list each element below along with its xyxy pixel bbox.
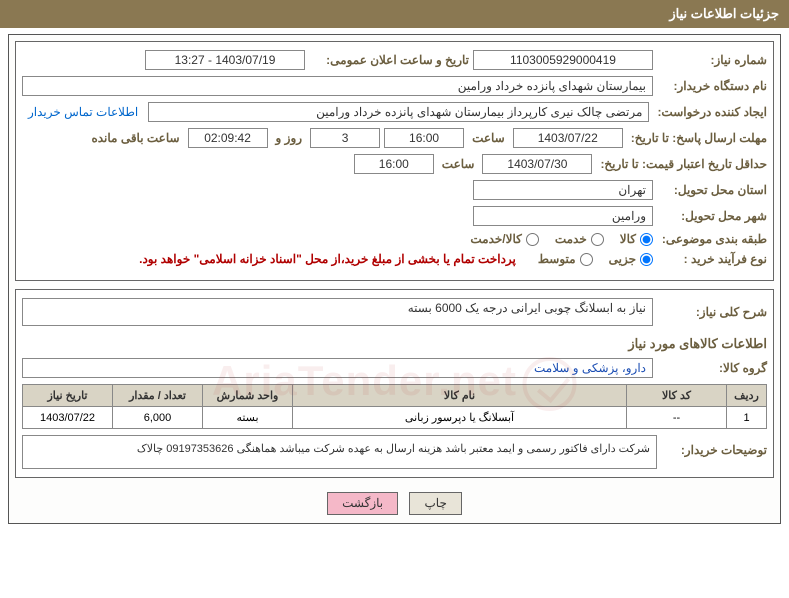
city-label: شهر محل تحویل: (657, 209, 767, 223)
days-remaining: 3 (310, 128, 380, 148)
validity-label: حداقل تاریخ اعتبار قیمت: تا تاریخ: (596, 157, 767, 171)
radio-medium[interactable]: متوسط (538, 252, 593, 266)
deadline-time: 16:00 (384, 128, 464, 148)
col-name: نام کالا (293, 385, 627, 407)
items-title: اطلاعات کالاهای مورد نیاز (22, 336, 767, 352)
announce-value: 1403/07/19 - 13:27 (145, 50, 305, 70)
requester-label: ایجاد کننده درخواست: (653, 105, 767, 119)
panel-title: جزئیات اطلاعات نیاز (0, 0, 789, 28)
cell-date: 1403/07/22 (23, 407, 113, 429)
print-button[interactable]: چاپ (409, 492, 461, 515)
classification-radios: کالا خدمت کالا/خدمت (470, 232, 653, 246)
cell-qty: 6,000 (113, 407, 203, 429)
remarks-value: شرکت دارای فاکتور رسمی و ایمد معتبر باشد… (22, 435, 657, 469)
validity-date: 1403/07/30 (482, 154, 592, 174)
need-number-label: شماره نیاز: (657, 53, 767, 67)
need-number-value: 1103005929000419 (473, 50, 653, 70)
cell-idx: 1 (727, 407, 767, 429)
radio-goods-service[interactable]: کالا/خدمت (470, 232, 538, 246)
goods-group-value: دارو، پزشکی و سلامت (22, 358, 653, 378)
description-value: نیاز به ابسلانگ چوبی ایرانی درجه یک 6000… (22, 298, 653, 326)
city-value: ورامین (473, 206, 653, 226)
buyer-value: بیمارستان شهدای پانزده خرداد ورامین (22, 76, 653, 96)
treasury-note: پرداخت تمام یا بخشی از مبلغ خرید،از محل … (139, 252, 516, 266)
days-and-label: روز و (272, 131, 307, 145)
col-date: تاریخ نیاز (23, 385, 113, 407)
description-section: AriaTender.net شرح کلی نیاز: نیاز به ابس… (15, 289, 774, 478)
validity-time: 16:00 (354, 154, 434, 174)
announce-label: تاریخ و ساعت اعلان عمومی: (309, 53, 469, 67)
province-value: تهران (473, 180, 653, 200)
radio-goods[interactable]: کالا (620, 232, 653, 246)
requester-value: مرتضی چالک نیری کارپرداز بیمارستان شهدای… (148, 102, 649, 122)
goods-group-label: گروه کالا: (657, 361, 767, 375)
col-row: ردیف (727, 385, 767, 407)
table-row: 1 -- آبسلانگ یا دپرسور زبانی بسته 6,000 … (23, 407, 767, 429)
buyer-label: نام دستگاه خریدار: (657, 79, 767, 93)
deadline-date: 1403/07/22 (513, 128, 623, 148)
footer-buttons: چاپ بازگشت (15, 486, 774, 517)
back-button[interactable]: بازگشت (327, 492, 398, 515)
cell-code: -- (627, 407, 727, 429)
col-unit: واحد شمارش (203, 385, 293, 407)
col-code: کد کالا (627, 385, 727, 407)
radio-service[interactable]: خدمت (555, 232, 604, 246)
province-label: استان محل تحویل: (657, 183, 767, 197)
col-qty: تعداد / مقدار (113, 385, 203, 407)
deadline-label: مهلت ارسال پاسخ: تا تاریخ: (627, 131, 767, 145)
description-label: شرح کلی نیاز: (657, 305, 767, 319)
cell-unit: بسته (203, 407, 293, 429)
process-type-label: نوع فرآیند خرید : (657, 252, 767, 266)
items-table: ردیف کد کالا نام کالا واحد شمارش تعداد /… (22, 384, 767, 429)
content-frame: شماره نیاز: 1103005929000419 تاریخ و ساع… (8, 34, 781, 524)
radio-small[interactable]: جزیی (609, 252, 653, 266)
buyer-contact-link[interactable]: اطلاعات تماس خریدار (22, 105, 144, 119)
remarks-label: توضیحات خریدار: (657, 435, 767, 457)
countdown-value: 02:09:42 (188, 128, 268, 148)
cell-name: آبسلانگ یا دپرسور زبانی (293, 407, 627, 429)
process-radios: جزیی متوسط (538, 252, 653, 266)
info-section: شماره نیاز: 1103005929000419 تاریخ و ساع… (15, 41, 774, 281)
countdown-suffix: ساعت باقی مانده (87, 131, 183, 145)
time-label-2: ساعت (438, 157, 479, 171)
classification-label: طبقه بندی موضوعی: (657, 232, 767, 246)
time-label-1: ساعت (468, 131, 509, 145)
